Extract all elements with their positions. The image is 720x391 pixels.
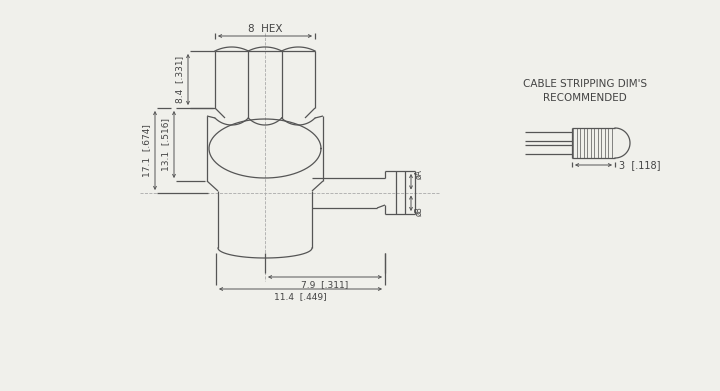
Text: 11.4  [.449]: 11.4 [.449] [274, 292, 327, 301]
Text: 17.1  [.674]: 17.1 [.674] [142, 124, 151, 177]
Text: øB: øB [415, 206, 424, 216]
Text: CABLE STRIPPING DIM'S: CABLE STRIPPING DIM'S [523, 79, 647, 89]
Text: RECOMMENDED: RECOMMENDED [543, 93, 627, 103]
Text: øA: øA [415, 169, 424, 179]
Text: 3  [.118]: 3 [.118] [619, 160, 660, 170]
Text: 8  HEX: 8 HEX [248, 24, 282, 34]
Text: 8.4  [.331]: 8.4 [.331] [175, 56, 184, 103]
Text: 7.9  [.311]: 7.9 [.311] [302, 280, 348, 289]
Text: 13.1  [.516]: 13.1 [.516] [161, 118, 170, 171]
